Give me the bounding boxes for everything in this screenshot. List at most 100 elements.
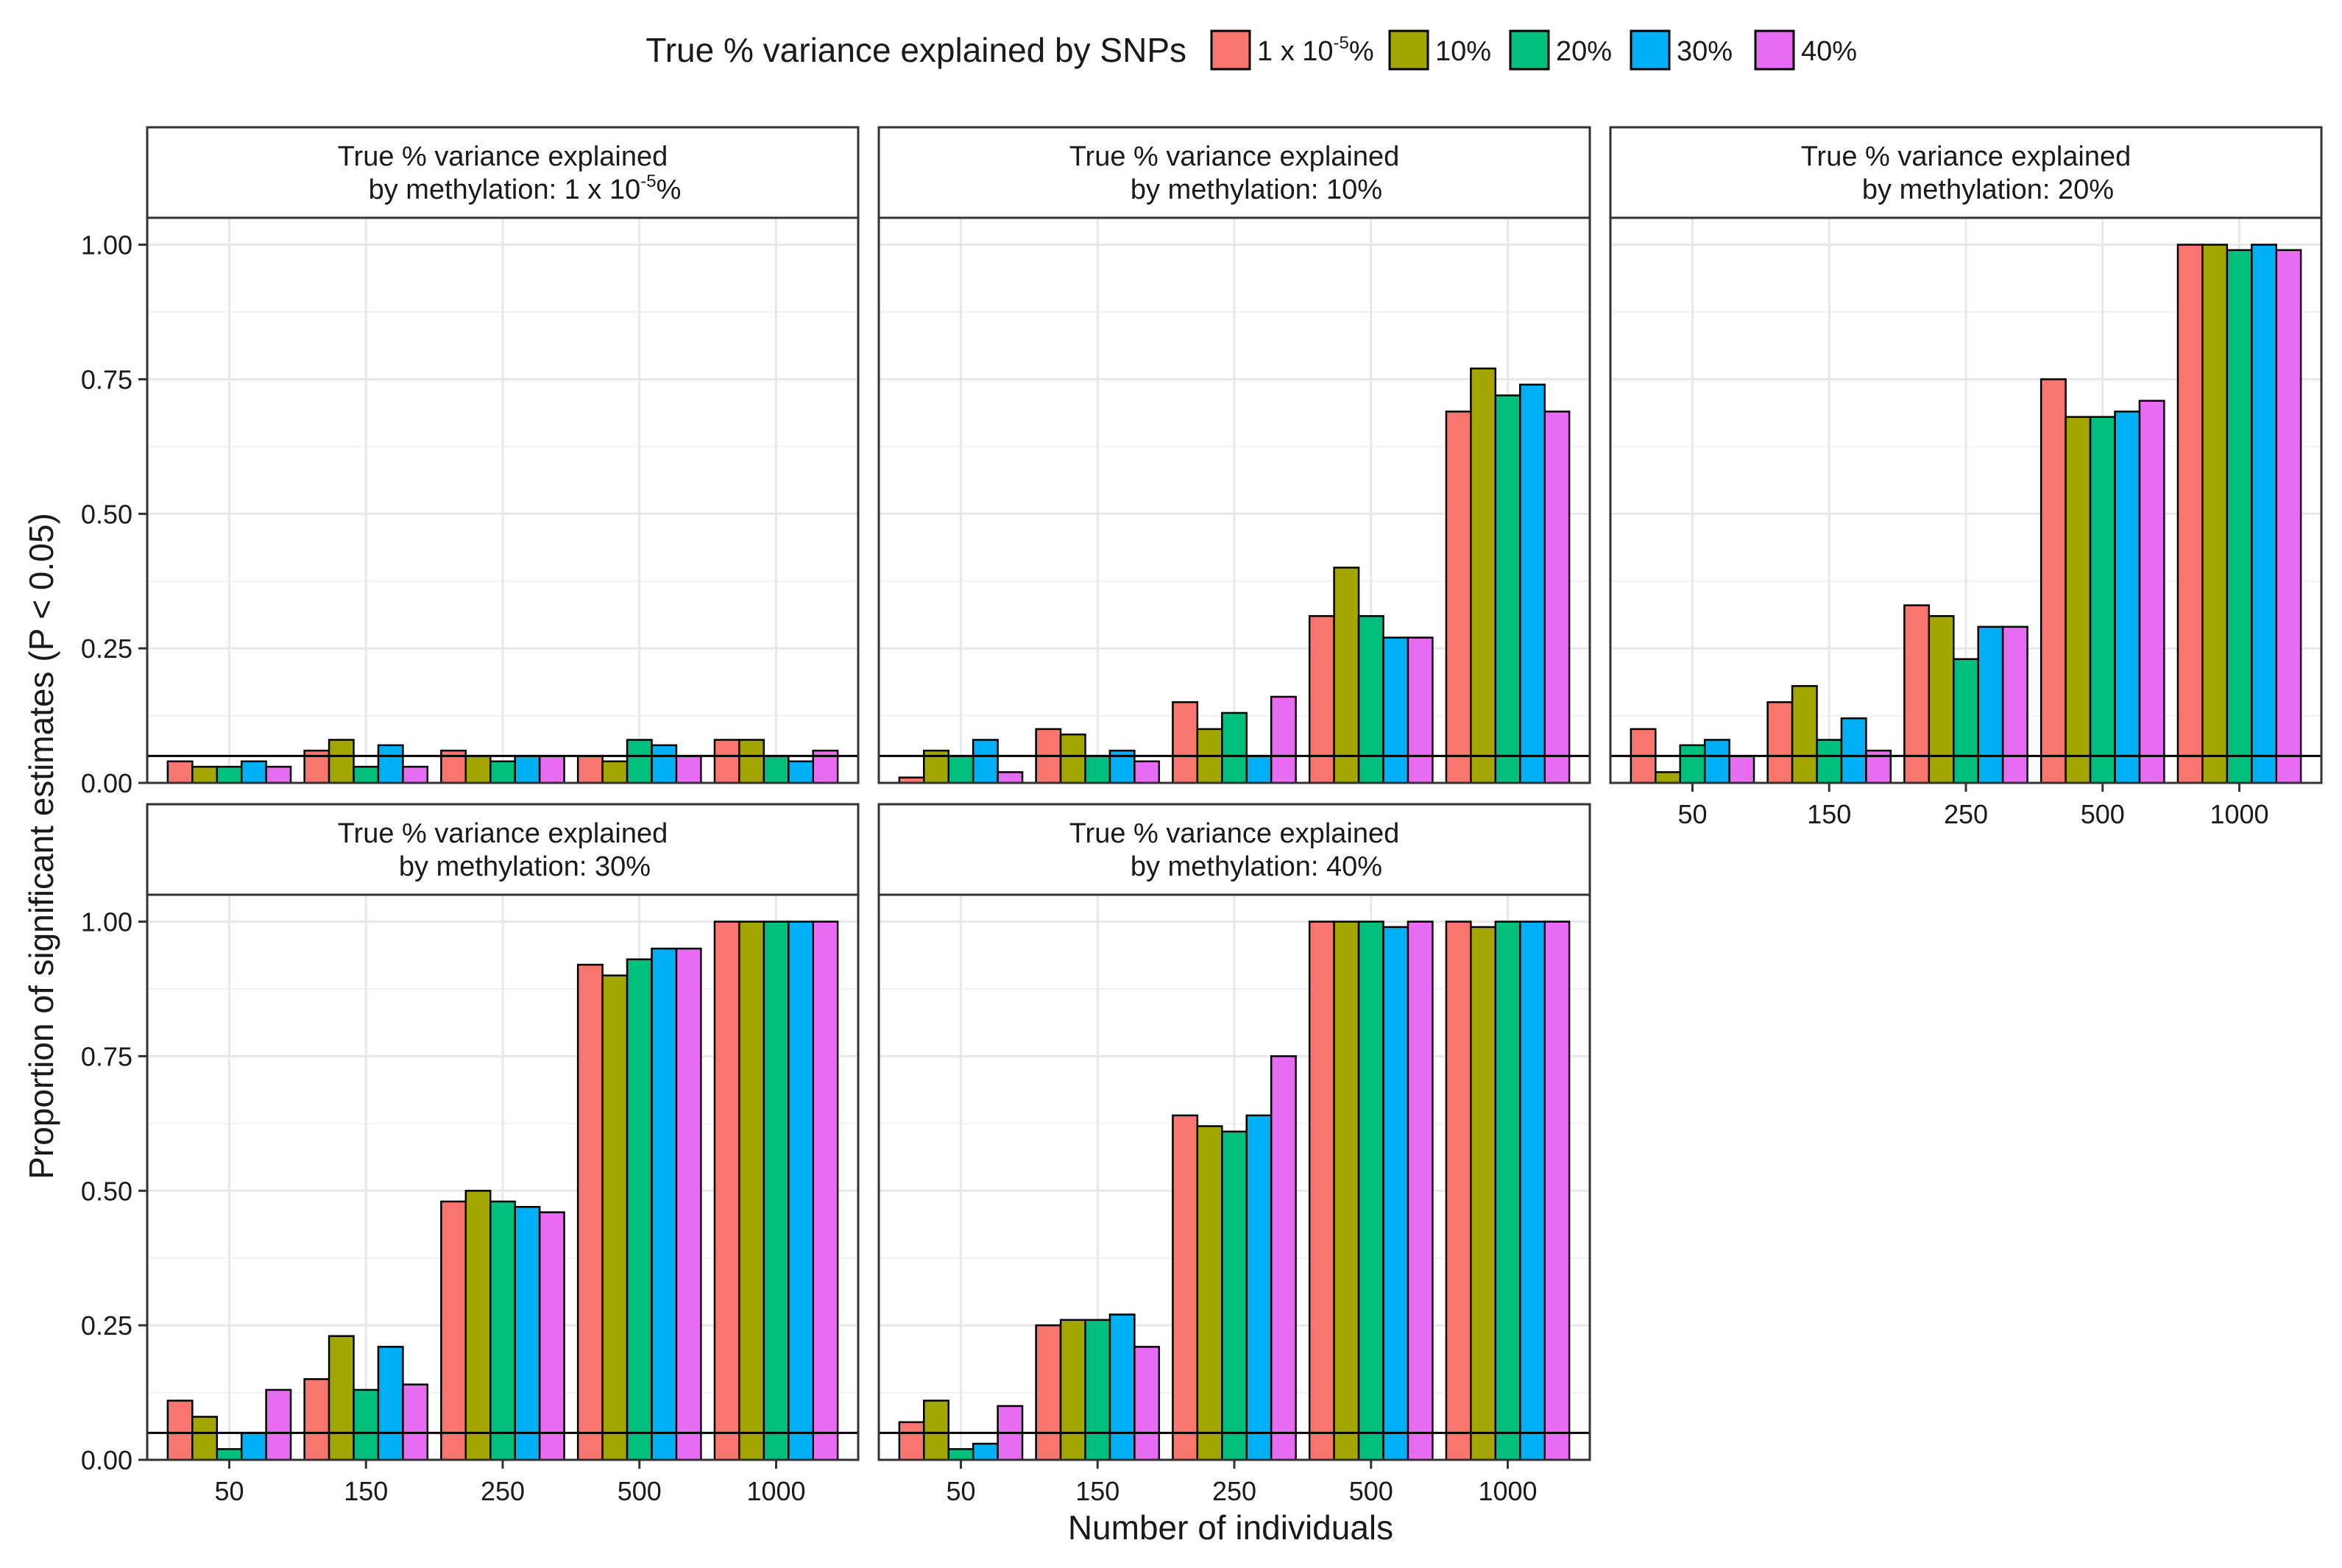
bar-50-series-2 bbox=[216, 765, 243, 784]
bar-500-series-3 bbox=[651, 744, 678, 784]
bar-250-series-1 bbox=[464, 755, 492, 784]
bar-250-series-3 bbox=[1245, 1114, 1273, 1461]
bar-50-series-1 bbox=[1655, 771, 1681, 784]
x-tick-label: 50 bbox=[1677, 799, 1707, 829]
legend-title: True % variance explained by SNPs bbox=[645, 31, 1186, 69]
legend-key-2 bbox=[1509, 29, 1550, 71]
bar-250-series-0 bbox=[440, 1200, 467, 1461]
bar-50-series-0 bbox=[166, 760, 194, 784]
x-tick-label: 500 bbox=[618, 1476, 662, 1506]
x-tick-label: 150 bbox=[1807, 799, 1851, 829]
y-axis-label: Proportion of significant estimates (P <… bbox=[22, 513, 60, 1179]
bar-500-series-1 bbox=[601, 974, 629, 1461]
bar-500-series-4 bbox=[675, 947, 702, 1461]
x-tick-label: 250 bbox=[481, 1476, 525, 1506]
bar-150-series-4 bbox=[1133, 1346, 1161, 1461]
bar-50-series-1 bbox=[191, 765, 218, 784]
y-tick-label: 0.50 bbox=[81, 1176, 132, 1206]
bar-150-series-0 bbox=[1766, 701, 1794, 784]
bar-1000-series-1 bbox=[738, 920, 765, 1461]
bar-150-series-2 bbox=[1816, 739, 1843, 784]
bar-1000-series-4 bbox=[2275, 249, 2302, 784]
bar-150-series-1 bbox=[1791, 685, 1818, 784]
legend-label-3: 30% bbox=[1677, 36, 1733, 67]
bar-250-series-2 bbox=[1953, 658, 1979, 784]
x-tick-label: 250 bbox=[1212, 1476, 1256, 1506]
bar-250-series-3 bbox=[514, 1205, 541, 1461]
facet-title-line2: by methylation: 20% bbox=[1862, 174, 2114, 205]
bar-250-series-2 bbox=[1221, 712, 1248, 784]
bar-150-series-0 bbox=[303, 1378, 330, 1461]
y-tick-label: 0.25 bbox=[81, 634, 132, 664]
bar-1000-series-1 bbox=[1470, 367, 1497, 784]
bar-150-series-3 bbox=[1108, 1313, 1136, 1461]
bar-250-series-0 bbox=[1172, 701, 1199, 784]
x-tick-label: 50 bbox=[214, 1476, 244, 1506]
facet-title-line2: by methylation: 30% bbox=[399, 851, 651, 882]
panel-border bbox=[877, 216, 1591, 784]
bar-500-series-1 bbox=[1333, 567, 1360, 784]
x-axis-label: Number of individuals bbox=[1068, 1508, 1393, 1547]
bar-1000-series-2 bbox=[763, 755, 790, 784]
bar-250-series-3 bbox=[514, 755, 541, 784]
facet-title-line2: by methylation: 10% bbox=[1131, 174, 1382, 205]
bar-500-series-4 bbox=[2138, 400, 2165, 784]
bar-1000-series-4 bbox=[812, 920, 839, 1461]
bar-500-series-0 bbox=[1308, 615, 1335, 784]
panel-border bbox=[146, 216, 860, 784]
bar-500-series-0 bbox=[2039, 378, 2067, 784]
bar-500-series-2 bbox=[626, 958, 653, 1461]
bar-50-series-4 bbox=[1728, 755, 1755, 784]
legend-label-4: 40% bbox=[1801, 36, 1857, 67]
bar-1000-series-2 bbox=[2226, 249, 2253, 784]
facet-title-line1: True % variance explained bbox=[338, 818, 668, 849]
bar-500-series-1 bbox=[601, 760, 629, 784]
bar-50-series-1 bbox=[923, 1400, 949, 1461]
bar-150-series-3 bbox=[377, 1346, 404, 1461]
y-tick-label: 0.00 bbox=[81, 768, 132, 798]
bar-250-series-2 bbox=[489, 760, 516, 784]
bar-500-series-2 bbox=[626, 739, 653, 784]
bar-500-series-2 bbox=[2089, 416, 2116, 784]
bar-1000-series-3 bbox=[1519, 383, 1546, 784]
bar-150-series-4 bbox=[1133, 760, 1161, 784]
legend-label-0: 1 x 10-5% bbox=[1257, 33, 1374, 67]
bar-1000-series-0 bbox=[1445, 920, 1472, 1461]
bar-500-series-0 bbox=[576, 755, 604, 784]
x-tick-label: 1000 bbox=[746, 1476, 805, 1506]
facet-strip bbox=[146, 126, 860, 219]
legend-label-2: 20% bbox=[1556, 36, 1612, 67]
bar-50-series-3 bbox=[972, 739, 999, 784]
x-tick-label: 50 bbox=[946, 1476, 975, 1506]
bar-500-series-2 bbox=[1357, 920, 1384, 1461]
facet-title-line1: True % variance explained bbox=[1069, 141, 1400, 172]
bar-150-series-0 bbox=[1035, 1324, 1062, 1461]
bar-250-series-4 bbox=[1270, 695, 1297, 784]
x-tick-label: 1000 bbox=[1478, 1476, 1537, 1506]
bar-150-series-1 bbox=[1059, 733, 1086, 784]
bar-1000-series-3 bbox=[2251, 244, 2277, 784]
y-tick-label: 0.75 bbox=[81, 1041, 132, 1071]
legend-key-3 bbox=[1630, 29, 1671, 71]
facet-title-line1: True % variance explained bbox=[1801, 141, 2131, 172]
legend-key-0 bbox=[1210, 29, 1251, 71]
bar-1000-series-4 bbox=[1543, 920, 1571, 1461]
facet-title-line1: True % variance explained bbox=[1069, 818, 1400, 849]
bar-250-series-2 bbox=[489, 1200, 516, 1461]
legend-label-1: 10% bbox=[1435, 36, 1491, 67]
bar-1000-series-0 bbox=[713, 920, 740, 1461]
bar-1000-series-0 bbox=[713, 739, 740, 784]
bar-250-series-4 bbox=[2001, 625, 2028, 784]
x-tick-label: 500 bbox=[2081, 799, 2125, 829]
bar-50-series-2 bbox=[947, 1448, 974, 1461]
bar-500-series-4 bbox=[1407, 636, 1434, 784]
bar-50-series-3 bbox=[240, 760, 267, 784]
bar-500-series-3 bbox=[2114, 411, 2141, 784]
